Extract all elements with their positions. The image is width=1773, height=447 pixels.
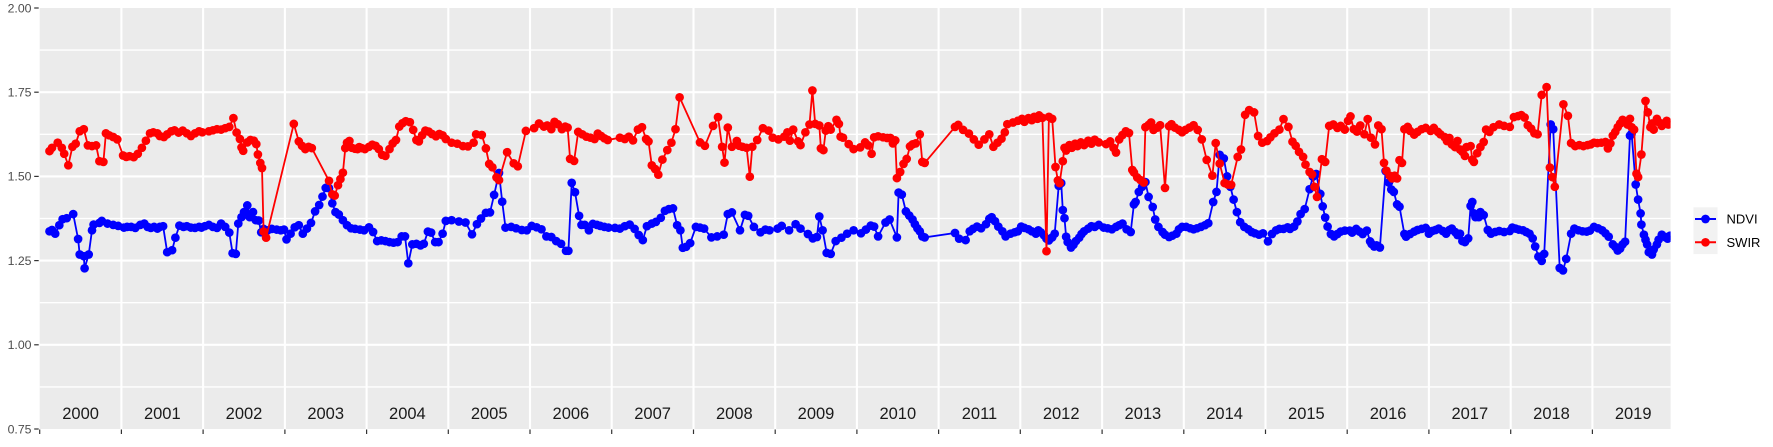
svg-text:2005: 2005 bbox=[471, 405, 508, 423]
svg-text:0.75: 0.75 bbox=[8, 422, 32, 436]
svg-text:2014: 2014 bbox=[1206, 405, 1243, 423]
svg-text:1.00: 1.00 bbox=[8, 338, 32, 352]
svg-text:1.75: 1.75 bbox=[8, 86, 32, 100]
svg-text:2019: 2019 bbox=[1615, 405, 1652, 423]
svg-text:2000: 2000 bbox=[62, 405, 99, 423]
svg-text:1.25: 1.25 bbox=[8, 254, 32, 268]
svg-text:2001: 2001 bbox=[144, 405, 181, 423]
svg-text:2003: 2003 bbox=[307, 405, 344, 423]
svg-text:2007: 2007 bbox=[634, 405, 671, 423]
svg-text:2016: 2016 bbox=[1370, 405, 1407, 423]
svg-text:2012: 2012 bbox=[1043, 405, 1080, 423]
svg-text:2015: 2015 bbox=[1288, 405, 1325, 423]
svg-text:2010: 2010 bbox=[879, 405, 916, 423]
svg-text:2006: 2006 bbox=[553, 405, 590, 423]
svg-text:2018: 2018 bbox=[1533, 405, 1570, 423]
svg-text:2017: 2017 bbox=[1451, 405, 1488, 423]
svg-text:2.00: 2.00 bbox=[8, 1, 32, 15]
svg-text:NDVI: NDVI bbox=[1727, 212, 1758, 227]
svg-text:2011: 2011 bbox=[962, 405, 997, 423]
svg-text:2008: 2008 bbox=[716, 405, 753, 423]
svg-text:2002: 2002 bbox=[226, 405, 263, 423]
svg-text:1.50: 1.50 bbox=[8, 170, 32, 184]
svg-text:2013: 2013 bbox=[1125, 405, 1162, 423]
svg-text:2004: 2004 bbox=[389, 405, 426, 423]
svg-text:2009: 2009 bbox=[798, 405, 835, 423]
svg-text:SWIR: SWIR bbox=[1727, 235, 1761, 250]
